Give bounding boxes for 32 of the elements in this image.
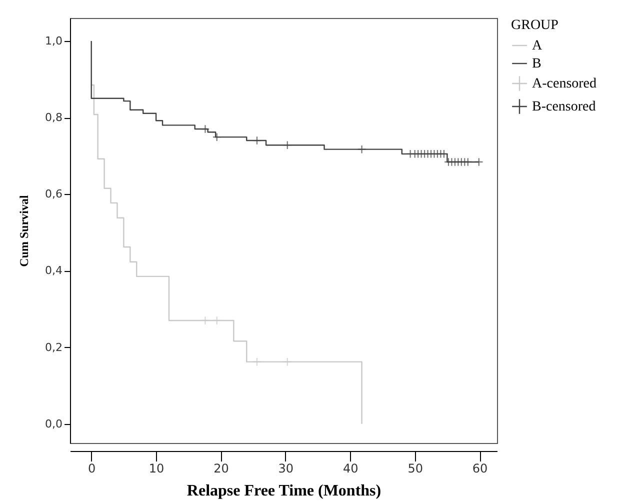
x-axis-title: Relapse Free Time (Months) bbox=[186, 482, 382, 500]
legend-label: A bbox=[532, 38, 543, 54]
point bbox=[282, 140, 292, 150]
point bbox=[200, 316, 210, 325]
y-tick-label: 0,8 bbox=[45, 111, 62, 124]
point bbox=[212, 316, 222, 325]
x-tick-label: 60 bbox=[472, 462, 488, 476]
point bbox=[282, 357, 292, 366]
x-tick-label: 50 bbox=[408, 462, 423, 476]
legend-label: B bbox=[532, 56, 542, 72]
x-tick-label: 0 bbox=[88, 462, 96, 476]
x-tick-label: 10 bbox=[148, 462, 164, 476]
point bbox=[463, 158, 472, 166]
point bbox=[440, 150, 448, 158]
x-tick-label: 30 bbox=[278, 462, 294, 476]
y-axis-title: Cum Survival bbox=[17, 194, 32, 267]
y-tick-label: 0,4 bbox=[45, 264, 62, 278]
legend-label: B-censored bbox=[532, 100, 596, 114]
point bbox=[252, 136, 262, 145]
point bbox=[474, 158, 484, 166]
y-tick-label: 0,6 bbox=[45, 188, 62, 201]
y-tick-label: 0,0 bbox=[45, 417, 62, 430]
point bbox=[200, 124, 210, 134]
point bbox=[357, 144, 366, 154]
x-tick-label: 20 bbox=[214, 462, 229, 476]
legend-label: A-censored bbox=[532, 76, 597, 92]
y-tick-label: 0,2 bbox=[45, 340, 62, 354]
x-tick-label: 40 bbox=[342, 462, 358, 476]
y-tick-label: 1,0 bbox=[45, 34, 62, 48]
point bbox=[252, 357, 262, 366]
legend-title: GROUP bbox=[511, 18, 559, 33]
point bbox=[212, 132, 222, 142]
